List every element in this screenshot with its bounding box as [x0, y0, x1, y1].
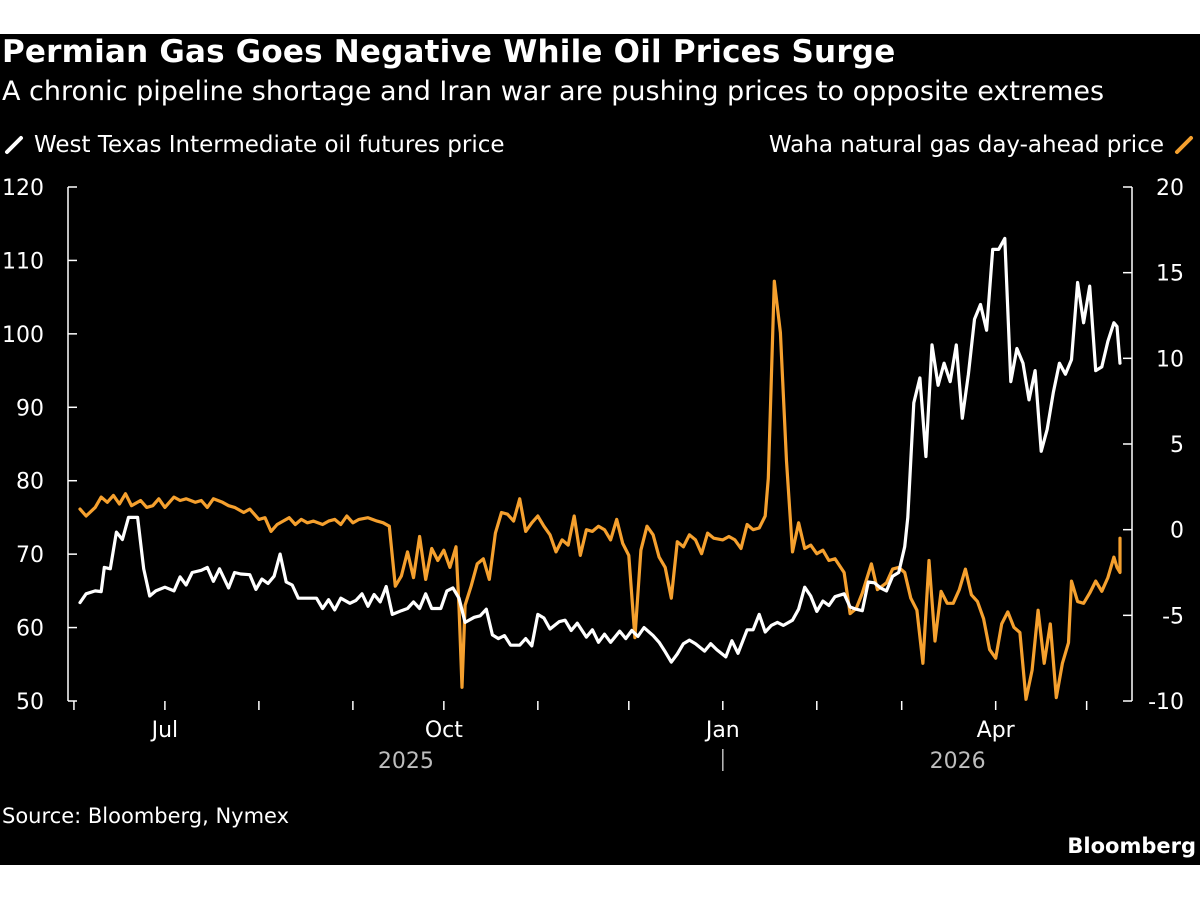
chart-title: Permian Gas Goes Negative While Oil Pric…: [2, 34, 896, 70]
x-axis-year-label: 2026: [930, 749, 986, 774]
series-line-wti: [78, 236, 1122, 664]
left-axis-tick-label: 60: [16, 617, 44, 642]
left-axis-tick-label: 80: [16, 470, 44, 495]
left-axis-tick-label: 110: [2, 249, 44, 274]
right-axis-tick-label: -5: [1162, 604, 1184, 629]
x-axis-month-label: Oct: [425, 718, 463, 743]
legend-swatch-waha: [1174, 135, 1194, 155]
right-axis-tick-label: -10: [1148, 690, 1184, 715]
left-axis-tick-label: 50: [16, 690, 44, 715]
left-axis-tick-label: 70: [16, 543, 44, 568]
brand-logo: Bloomberg: [1067, 834, 1196, 858]
chart-subtitle: A chronic pipeline shortage and Iran war…: [2, 76, 1105, 107]
left-axis-tick-label: 120: [2, 176, 44, 201]
left-axis-tick-label: 100: [2, 323, 44, 348]
chart-frame: Permian Gas Goes Negative While Oil Pric…: [0, 34, 1200, 865]
x-axis-month-label: Jan: [704, 718, 740, 743]
right-axis-tick-label: 15: [1156, 262, 1184, 287]
left-axis-tick-label: 90: [16, 396, 44, 421]
legend-label-waha: Waha natural gas day-ahead price: [768, 132, 1164, 158]
legend-item-waha: Waha natural gas day-ahead price: [769, 132, 1194, 158]
legend-item-wti: West Texas Intermediate oil futures pric…: [4, 132, 505, 158]
right-axis-tick-label: 5: [1170, 433, 1184, 458]
x-axis-year-label: 2025: [378, 749, 434, 774]
right-axis-tick-label: 0: [1170, 519, 1184, 544]
series-line-waha: [78, 279, 1122, 701]
right-axis-tick-label: 20: [1156, 176, 1184, 201]
legend-label-wti: West Texas Intermediate oil futures pric…: [34, 132, 505, 158]
line-chart: 50 60 70 80 90 100 110 120 -10 -5 0 5 10 15 20 Jul Oct Ja…: [2, 176, 1184, 774]
x-axis-month-label: Jul: [150, 718, 179, 743]
x-axis-month-label: Apr: [977, 718, 1016, 743]
legend-swatch-wti: [4, 135, 24, 155]
source-note: Source: Bloomberg, Nymex: [2, 804, 290, 828]
right-axis-tick-label: 10: [1156, 347, 1184, 372]
